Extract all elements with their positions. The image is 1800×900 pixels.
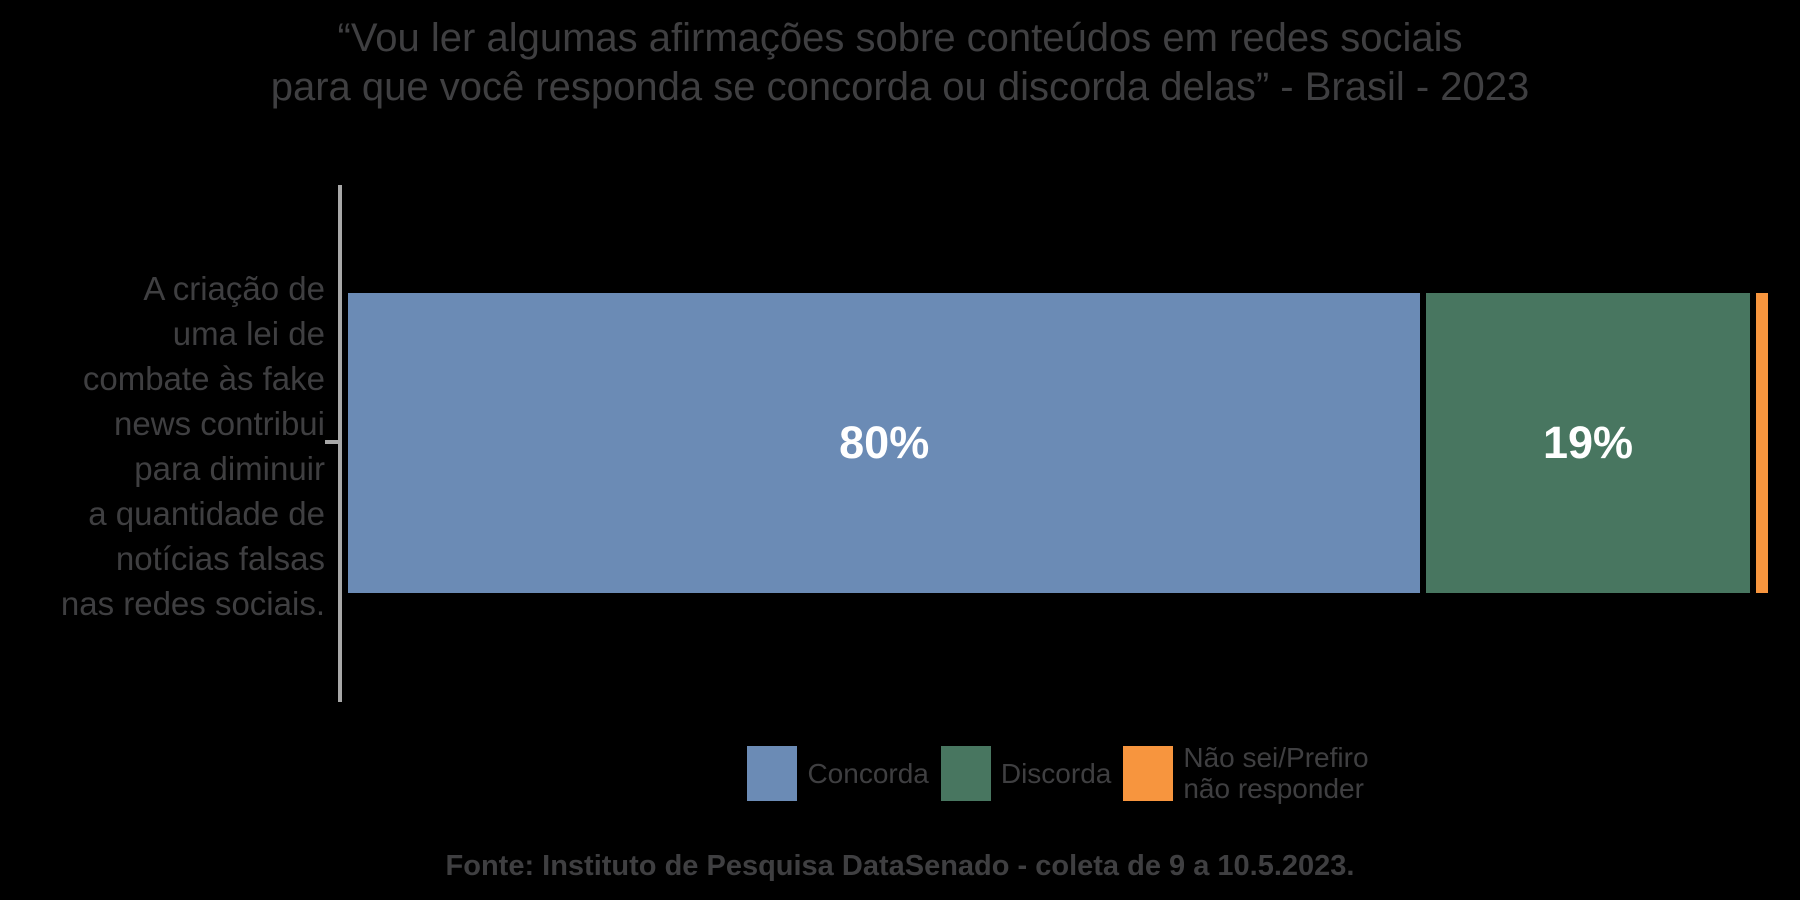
y-axis-tick — [325, 440, 338, 444]
bar-segment-concorda: 80% — [348, 293, 1421, 593]
chart-title-line1: “Vou ler algumas afirmações sobre conteú… — [337, 16, 1463, 60]
legend-swatch-concorda-icon — [747, 745, 798, 801]
legend-label-concorda: Concorda — [807, 757, 929, 789]
source-note: Fonte: Instituto de Pesquisa DataSenado … — [445, 850, 1355, 882]
stacked-bar: 80% 19% — [348, 293, 1769, 593]
legend-label-discorda: Discorda — [1000, 757, 1112, 789]
y-axis-category-label: A criação de uma lei de combate às fake … — [60, 270, 325, 622]
legend-item-nao-sei: Não sei/Prefiro não responder — [1123, 742, 1369, 804]
legend-swatch-discorda-icon — [940, 745, 991, 801]
chart-title-line2: para que você responda se concorda ou di… — [270, 65, 1530, 109]
legend-item-concorda: Concorda — [747, 745, 929, 801]
bar-value-label-concorda: 80% — [839, 417, 930, 468]
bar-segment-discorda: 19% — [1426, 293, 1750, 593]
bar-value-label-discorda: 19% — [1543, 417, 1634, 468]
legend-swatch-nao-sei-icon — [1123, 745, 1174, 801]
legend: Concorda Discorda Não sei/Prefiro não re… — [348, 742, 1768, 804]
chart-title: “Vou ler algumas afirmações sobre conteú… — [0, 14, 1800, 112]
legend-label-nao-sei: Não sei/Prefiro não responder — [1183, 742, 1369, 804]
legend-item-discorda: Discorda — [940, 745, 1112, 801]
y-axis-line — [338, 185, 342, 702]
bar-segment-nao-sei-prefiro-nao-responder — [1755, 293, 1769, 593]
